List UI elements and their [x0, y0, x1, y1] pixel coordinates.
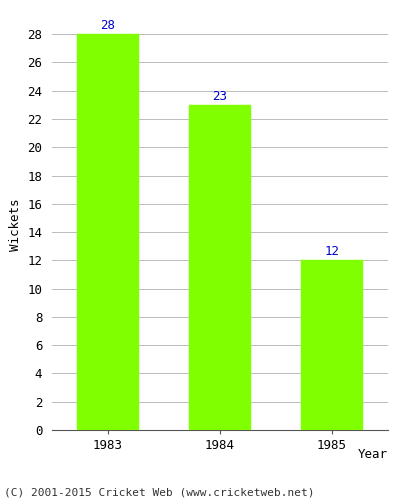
- Bar: [77, 34, 139, 430]
- Text: (C) 2001-2015 Cricket Web (www.cricketweb.net): (C) 2001-2015 Cricket Web (www.cricketwe…: [4, 488, 314, 498]
- Y-axis label: Wickets: Wickets: [9, 198, 22, 251]
- Text: Year: Year: [358, 448, 388, 460]
- Bar: [189, 105, 251, 430]
- Text: 28: 28: [100, 19, 116, 32]
- Bar: [301, 260, 363, 430]
- Text: 23: 23: [212, 90, 228, 102]
- Text: 12: 12: [324, 245, 340, 258]
